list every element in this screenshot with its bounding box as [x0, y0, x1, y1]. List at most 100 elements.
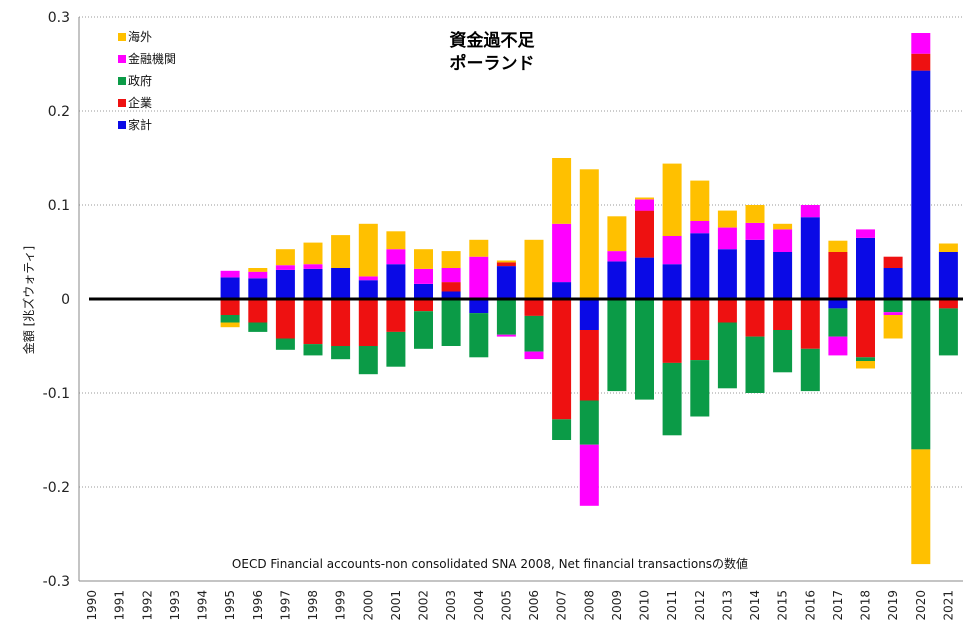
x-tick-label: 2002: [417, 590, 431, 621]
bar-segment: [331, 268, 351, 299]
bar-segment: [773, 229, 793, 252]
bar-segment: [828, 252, 848, 299]
x-tick-label: 1991: [113, 590, 127, 621]
bar-segment: [856, 361, 875, 369]
bar-segment: [552, 223, 572, 283]
x-tick-label: 1999: [334, 590, 348, 621]
bar-segment: [358, 346, 378, 375]
bar-segment: [414, 311, 433, 349]
bar-segment: [441, 299, 461, 346]
bar-segment: [745, 336, 765, 393]
bar-segment: [745, 205, 765, 223]
bar-segment: [275, 299, 295, 339]
bar-segment: [938, 243, 958, 252]
bar-segment: [662, 264, 682, 299]
bar-segment: [524, 239, 544, 299]
legend-label: 企業: [128, 95, 152, 110]
bar-segment: [690, 360, 710, 417]
x-tick-label: 2007: [555, 590, 569, 621]
bar-segment: [496, 299, 516, 335]
source-note: OECD Financial accounts-non consolidated…: [232, 556, 748, 571]
bar-segment: [717, 210, 737, 228]
bar-segment: [635, 257, 654, 299]
bar-segment: [469, 313, 489, 358]
legend-swatch: [118, 33, 126, 41]
bar-segment: [883, 312, 903, 315]
bar-segment: [635, 197, 654, 200]
bar-segment: [662, 236, 682, 265]
x-tick-label: 2004: [472, 590, 486, 621]
x-tick-label: 2021: [941, 590, 955, 621]
bar-segment: [690, 180, 710, 221]
legend-swatch: [118, 77, 126, 85]
bar-segment: [441, 268, 461, 283]
bar-segment: [662, 362, 682, 436]
bar-segment: [607, 251, 627, 262]
x-tick-label: 2011: [665, 590, 679, 621]
x-tick-label: 2015: [776, 590, 790, 621]
bar-segment: [579, 169, 599, 299]
bar-segment: [607, 299, 627, 392]
bar-segment: [441, 251, 461, 268]
bar-segment: [358, 299, 378, 346]
bar-segment: [856, 237, 875, 299]
y-tick-label: 0: [61, 292, 70, 308]
bar-segment: [552, 282, 572, 299]
x-tick-label: 2006: [527, 590, 541, 621]
bar-segment: [883, 256, 903, 268]
bars: [220, 33, 958, 565]
bar-segment: [275, 265, 295, 270]
bar-segment: [358, 276, 378, 281]
bar-segment: [386, 264, 406, 299]
bar-segment: [579, 330, 599, 401]
bar-segment: [938, 252, 958, 299]
bar-segment: [275, 338, 295, 350]
x-tick-label: 2017: [831, 590, 845, 621]
y-axis-label: 金額 [兆ズウォティ]: [21, 246, 36, 354]
x-axis: 1990 1991 1992 1993 1994 1995 1996 1997 1998 1999…: [79, 580, 963, 621]
x-tick-label: 1997: [278, 590, 292, 621]
bar-segment: [745, 239, 765, 299]
bar-segment: [331, 235, 351, 268]
x-tick-label: 2009: [610, 590, 624, 621]
bar-segment: [579, 299, 599, 330]
bar-segment: [524, 315, 544, 352]
bar-segment: [552, 158, 572, 224]
bar-segment: [579, 444, 599, 506]
bar-segment: [911, 33, 931, 54]
bar-segment: [414, 268, 433, 284]
bar-segment: [496, 266, 516, 299]
x-tick-label: 2018: [859, 590, 873, 621]
bar-segment: [303, 344, 323, 356]
x-tick-label: 2001: [389, 590, 403, 621]
x-tick-label: 2020: [914, 590, 928, 621]
bar-segment: [220, 277, 240, 299]
bar-segment: [635, 199, 654, 211]
bar-segment: [469, 239, 489, 257]
x-tick-label: 1996: [251, 590, 265, 621]
x-tick-label: 2000: [361, 590, 375, 621]
bar-segment: [386, 231, 406, 250]
bar-segment: [303, 268, 323, 299]
bar-segment: [496, 260, 516, 263]
bar-segment: [524, 299, 544, 316]
x-tick-label: 2013: [720, 590, 734, 621]
bar-segment: [220, 322, 240, 328]
bar-segment: [911, 53, 931, 71]
x-tick-label: 1992: [140, 590, 154, 621]
bar-segment: [386, 331, 406, 367]
bar-segment: [662, 163, 682, 236]
x-tick-label: 2014: [748, 590, 762, 621]
chart-title-line-1: 資金過不足: [450, 30, 535, 51]
bar-segment: [303, 299, 323, 345]
bar-segment: [717, 299, 737, 323]
bar-segment: [552, 419, 572, 440]
bar-segment: [938, 299, 958, 309]
bar-segment: [828, 299, 848, 309]
legend-swatch: [118, 99, 126, 107]
y-tick-label: 0.1: [48, 198, 70, 214]
bar-segment: [856, 357, 875, 362]
y-tick-label: -0.1: [43, 386, 70, 402]
legend-label: 政府: [128, 73, 152, 88]
